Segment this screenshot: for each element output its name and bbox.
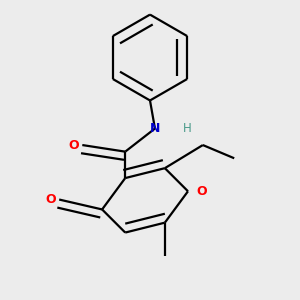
Text: O: O xyxy=(45,193,56,206)
Text: N: N xyxy=(150,122,160,135)
Text: H: H xyxy=(183,122,192,135)
Text: O: O xyxy=(68,139,79,152)
Text: O: O xyxy=(196,185,207,198)
